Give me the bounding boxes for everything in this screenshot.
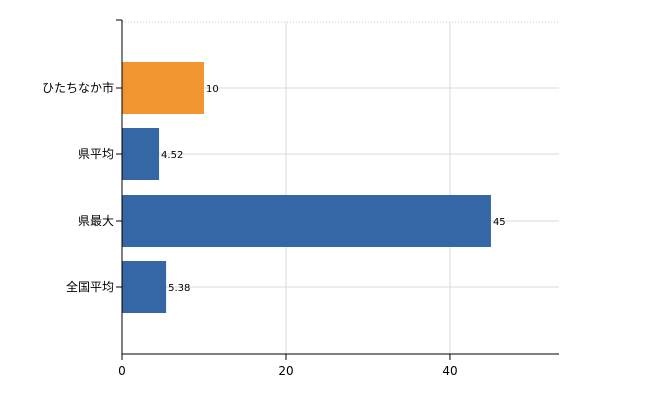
x-tick-label: 40 (442, 364, 457, 378)
bar (122, 128, 160, 180)
bar (122, 261, 167, 313)
y-tick-label: 県平均 (78, 147, 114, 161)
x-tick-label: 0 (118, 364, 126, 378)
data-labels: 10 4.52 45 5.38 (161, 84, 506, 294)
data-label: 10 (206, 84, 219, 95)
data-label: 4.52 (161, 150, 183, 161)
y-tick-label: ひたちなか市 (42, 80, 114, 95)
x-tick-label: 20 (278, 364, 293, 378)
bar (122, 195, 491, 247)
data-label: 5.38 (168, 283, 190, 294)
bars (122, 62, 491, 313)
y-tick-label: 県最大 (78, 214, 114, 228)
data-label: 45 (493, 217, 506, 228)
bar (122, 62, 204, 114)
y-tick-label: 全国平均 (66, 279, 114, 294)
